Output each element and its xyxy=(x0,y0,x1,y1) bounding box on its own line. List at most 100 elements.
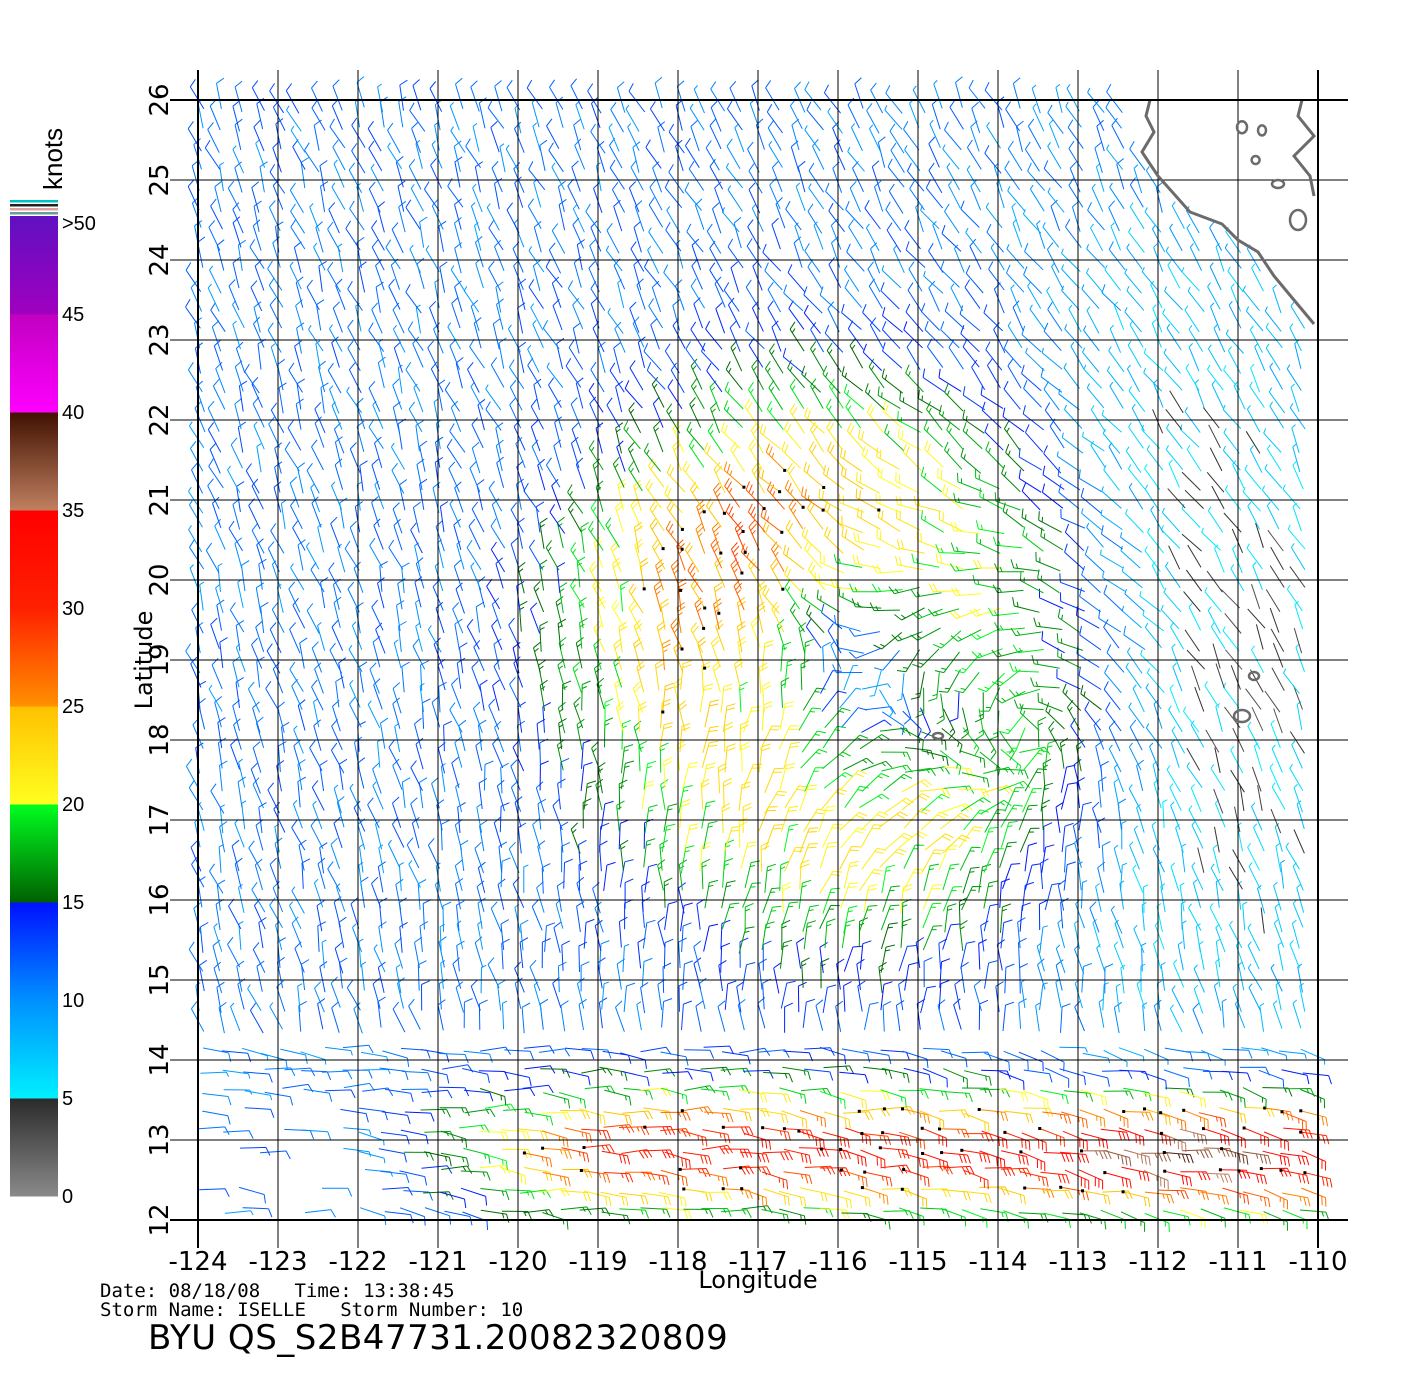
wind-barb xyxy=(421,1165,453,1174)
wind-barb xyxy=(946,421,964,451)
wind-barb xyxy=(999,841,1017,868)
wind-barb xyxy=(1286,584,1303,612)
wind-barb xyxy=(1057,466,1081,491)
wind-barb xyxy=(601,981,609,1010)
wind-barb xyxy=(723,1108,752,1122)
wind-barb xyxy=(1261,485,1280,511)
wind-barb xyxy=(447,322,462,350)
wind-barb xyxy=(841,526,864,551)
wind-barb xyxy=(438,936,447,968)
wind-barb xyxy=(284,1067,316,1077)
island-outline xyxy=(1247,670,1261,682)
wind-barb xyxy=(494,80,503,112)
wind-barb xyxy=(306,603,320,634)
wind-barb xyxy=(1144,464,1161,490)
wind-barb xyxy=(1201,527,1221,551)
wind-barb xyxy=(1060,1003,1071,1033)
wind-barb xyxy=(258,558,267,590)
wind-barb xyxy=(741,1205,773,1214)
wind-barb xyxy=(698,977,707,1010)
wind-barb xyxy=(373,944,386,973)
wind-barb xyxy=(315,340,321,370)
wind-barb xyxy=(620,1052,647,1069)
wind-barb xyxy=(475,739,484,771)
wind-barb xyxy=(1100,760,1110,792)
wind-barb xyxy=(1033,617,1063,630)
wind-barb xyxy=(1249,325,1263,353)
wind-barb xyxy=(477,861,486,894)
wind-barb xyxy=(544,922,555,952)
wind-barb xyxy=(415,557,425,589)
wind-barb xyxy=(277,741,287,772)
wind-barb xyxy=(1161,1132,1187,1153)
wind-barb xyxy=(615,701,625,733)
wind-barb xyxy=(939,958,951,988)
wind-barb xyxy=(439,261,448,293)
wind-barb xyxy=(1061,432,1084,454)
wind-barb xyxy=(1012,300,1024,332)
wind-barb xyxy=(844,1127,871,1146)
wind-barb xyxy=(559,821,569,853)
wind-barb xyxy=(939,750,962,776)
wind-barb xyxy=(1251,584,1261,609)
wind-barb xyxy=(399,1207,426,1226)
wind-barb xyxy=(429,300,440,333)
wind-barb xyxy=(1035,551,1061,572)
wind-barb xyxy=(921,750,949,766)
wind-barb xyxy=(471,501,485,533)
wind-barb xyxy=(270,523,285,554)
wind-barb xyxy=(399,921,408,953)
wind-barb xyxy=(758,662,768,694)
latitude-tick-label: 23 xyxy=(145,323,175,356)
wind-barb xyxy=(1209,220,1223,251)
wind-barb xyxy=(677,578,687,610)
wind-barb xyxy=(513,419,526,451)
wind-barb xyxy=(604,698,614,729)
wind-barb xyxy=(664,901,678,930)
wind-barb xyxy=(1044,402,1062,432)
wind-barb xyxy=(1037,716,1047,748)
wind-barb xyxy=(454,618,463,650)
wind-barb xyxy=(539,621,549,652)
wind-barb xyxy=(408,158,422,190)
wind-barb xyxy=(657,121,666,153)
wind-barb xyxy=(980,920,989,952)
wind-barb xyxy=(388,278,401,310)
wind-barb xyxy=(618,1126,650,1136)
wind-barb xyxy=(480,1188,510,1201)
wind-barb xyxy=(616,440,626,472)
wind-barb xyxy=(496,298,504,330)
wind-barb xyxy=(567,484,584,514)
wind-barb xyxy=(950,629,982,642)
wind-barb xyxy=(358,938,364,968)
wind-barb xyxy=(812,138,825,170)
wind-barb xyxy=(931,98,941,130)
wind-barb xyxy=(310,483,320,513)
wind-barb xyxy=(1071,200,1081,232)
wind-barb xyxy=(455,77,464,110)
wind-barb xyxy=(971,101,981,134)
wind-barb xyxy=(962,409,985,434)
wind-barb xyxy=(954,244,965,273)
wind-barb xyxy=(401,562,410,594)
wind-barb xyxy=(531,899,543,931)
wind-barb xyxy=(959,846,981,871)
wind-barb xyxy=(357,757,366,789)
wind-barb xyxy=(991,649,1023,658)
wind-barb xyxy=(1202,407,1220,429)
wind-barb xyxy=(767,120,782,151)
wind-barb xyxy=(1064,324,1083,349)
colorbar-band xyxy=(10,510,58,609)
wind-barb xyxy=(553,399,563,432)
wind-barb xyxy=(1043,381,1060,411)
wind-barb xyxy=(987,607,1019,617)
wind-barb xyxy=(540,1068,571,1078)
wind-barb xyxy=(1021,508,1045,532)
wind-barb xyxy=(394,723,401,752)
wind-barb xyxy=(684,1068,714,1082)
wind-barb xyxy=(518,600,528,632)
axis-labels: -124 -123 -122 -121 -120 -119 -118 -117 -116 -115… xyxy=(130,83,1348,1294)
wind-barb xyxy=(256,443,262,473)
wind-barb xyxy=(950,283,964,312)
wind-barb xyxy=(690,278,706,309)
